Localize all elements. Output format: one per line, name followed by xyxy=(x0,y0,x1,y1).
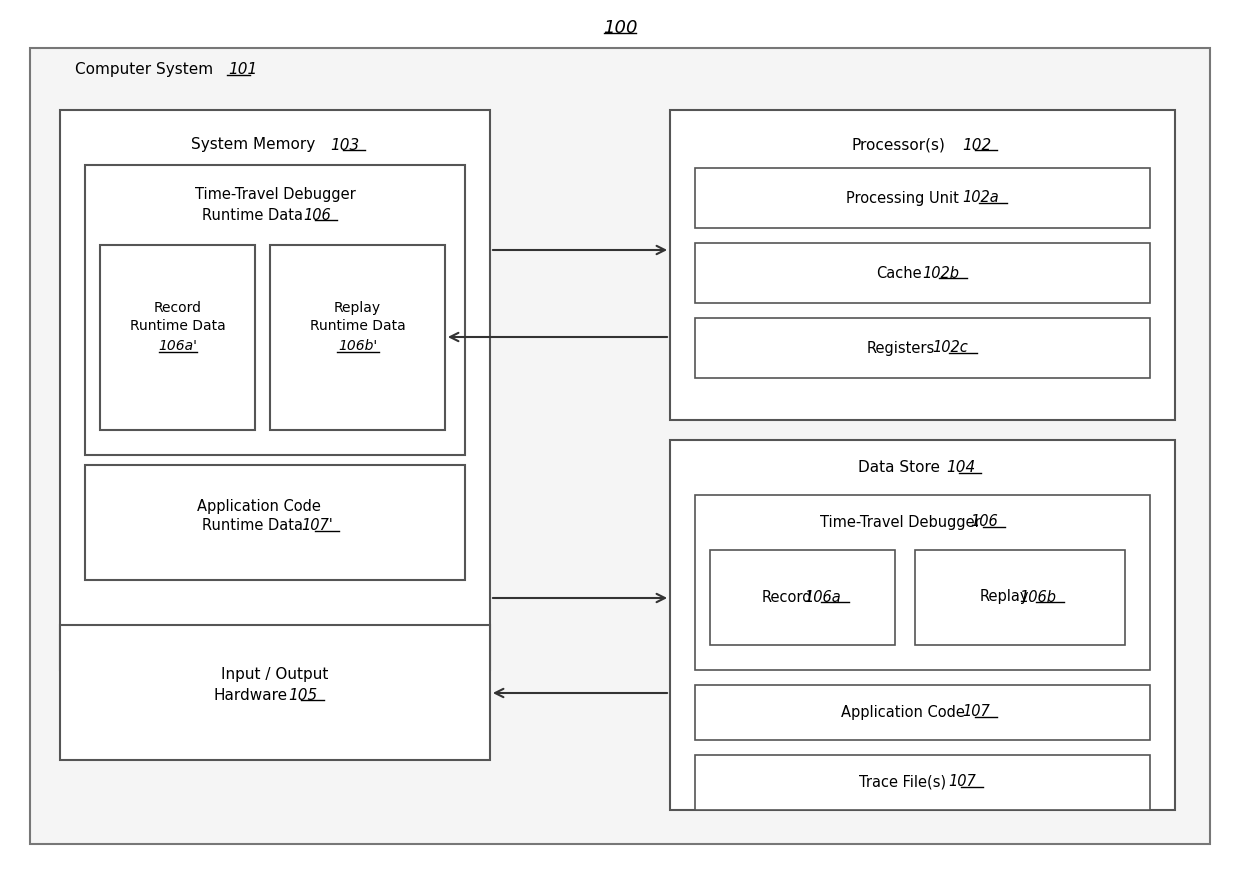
Text: 102b: 102b xyxy=(923,265,959,281)
Text: Trace File(s): Trace File(s) xyxy=(859,774,946,789)
Text: Runtime Data: Runtime Data xyxy=(310,319,405,333)
Bar xyxy=(670,110,1176,420)
Bar xyxy=(100,245,255,430)
Text: Record: Record xyxy=(154,301,201,315)
Text: 106a: 106a xyxy=(804,589,841,604)
Bar xyxy=(60,625,490,760)
Text: Replay: Replay xyxy=(334,301,381,315)
Bar xyxy=(694,243,1149,303)
Text: 102a: 102a xyxy=(962,190,999,206)
Bar xyxy=(270,245,445,430)
Bar xyxy=(711,550,895,645)
Text: Runtime Data: Runtime Data xyxy=(130,319,226,333)
Text: 107': 107' xyxy=(301,519,332,534)
Text: 107: 107 xyxy=(949,774,976,789)
Text: 106b: 106b xyxy=(1019,589,1056,604)
Text: Runtime Data: Runtime Data xyxy=(202,208,304,222)
Text: Time-Travel Debugger: Time-Travel Debugger xyxy=(820,514,981,529)
Bar xyxy=(915,550,1125,645)
Bar xyxy=(86,465,465,580)
Text: Runtime Data: Runtime Data xyxy=(202,519,304,534)
Text: 106: 106 xyxy=(971,514,998,529)
Text: Application Code: Application Code xyxy=(197,500,321,514)
Bar xyxy=(694,318,1149,378)
Text: Record: Record xyxy=(761,589,812,604)
Text: 102: 102 xyxy=(962,138,991,153)
Text: System Memory: System Memory xyxy=(191,138,315,153)
Text: Processor(s): Processor(s) xyxy=(852,138,945,153)
Text: 102c: 102c xyxy=(932,340,968,356)
Text: Replay: Replay xyxy=(980,589,1029,604)
Text: 106a': 106a' xyxy=(157,339,197,353)
Text: Data Store: Data Store xyxy=(858,460,940,475)
Text: Computer System: Computer System xyxy=(74,63,213,78)
Text: 107: 107 xyxy=(962,705,991,719)
Bar xyxy=(670,440,1176,810)
Text: Processing Unit: Processing Unit xyxy=(846,190,959,206)
Bar xyxy=(694,685,1149,740)
Text: 105: 105 xyxy=(289,687,317,703)
Bar xyxy=(60,110,490,670)
Text: 106b': 106b' xyxy=(337,339,377,353)
Text: 103: 103 xyxy=(330,138,360,153)
Text: 100: 100 xyxy=(603,19,637,37)
Text: Cache: Cache xyxy=(875,265,921,281)
Bar xyxy=(694,495,1149,670)
Text: Application Code: Application Code xyxy=(841,705,965,719)
Text: 101: 101 xyxy=(228,63,257,78)
Bar xyxy=(694,755,1149,810)
Text: Time-Travel Debugger: Time-Travel Debugger xyxy=(195,187,356,202)
Bar xyxy=(86,165,465,455)
Text: Input / Output: Input / Output xyxy=(221,667,329,683)
Text: 106: 106 xyxy=(303,208,331,222)
Bar xyxy=(694,168,1149,228)
Text: Hardware: Hardware xyxy=(215,687,288,703)
Text: 104: 104 xyxy=(946,460,975,475)
Text: Registers: Registers xyxy=(867,340,935,356)
